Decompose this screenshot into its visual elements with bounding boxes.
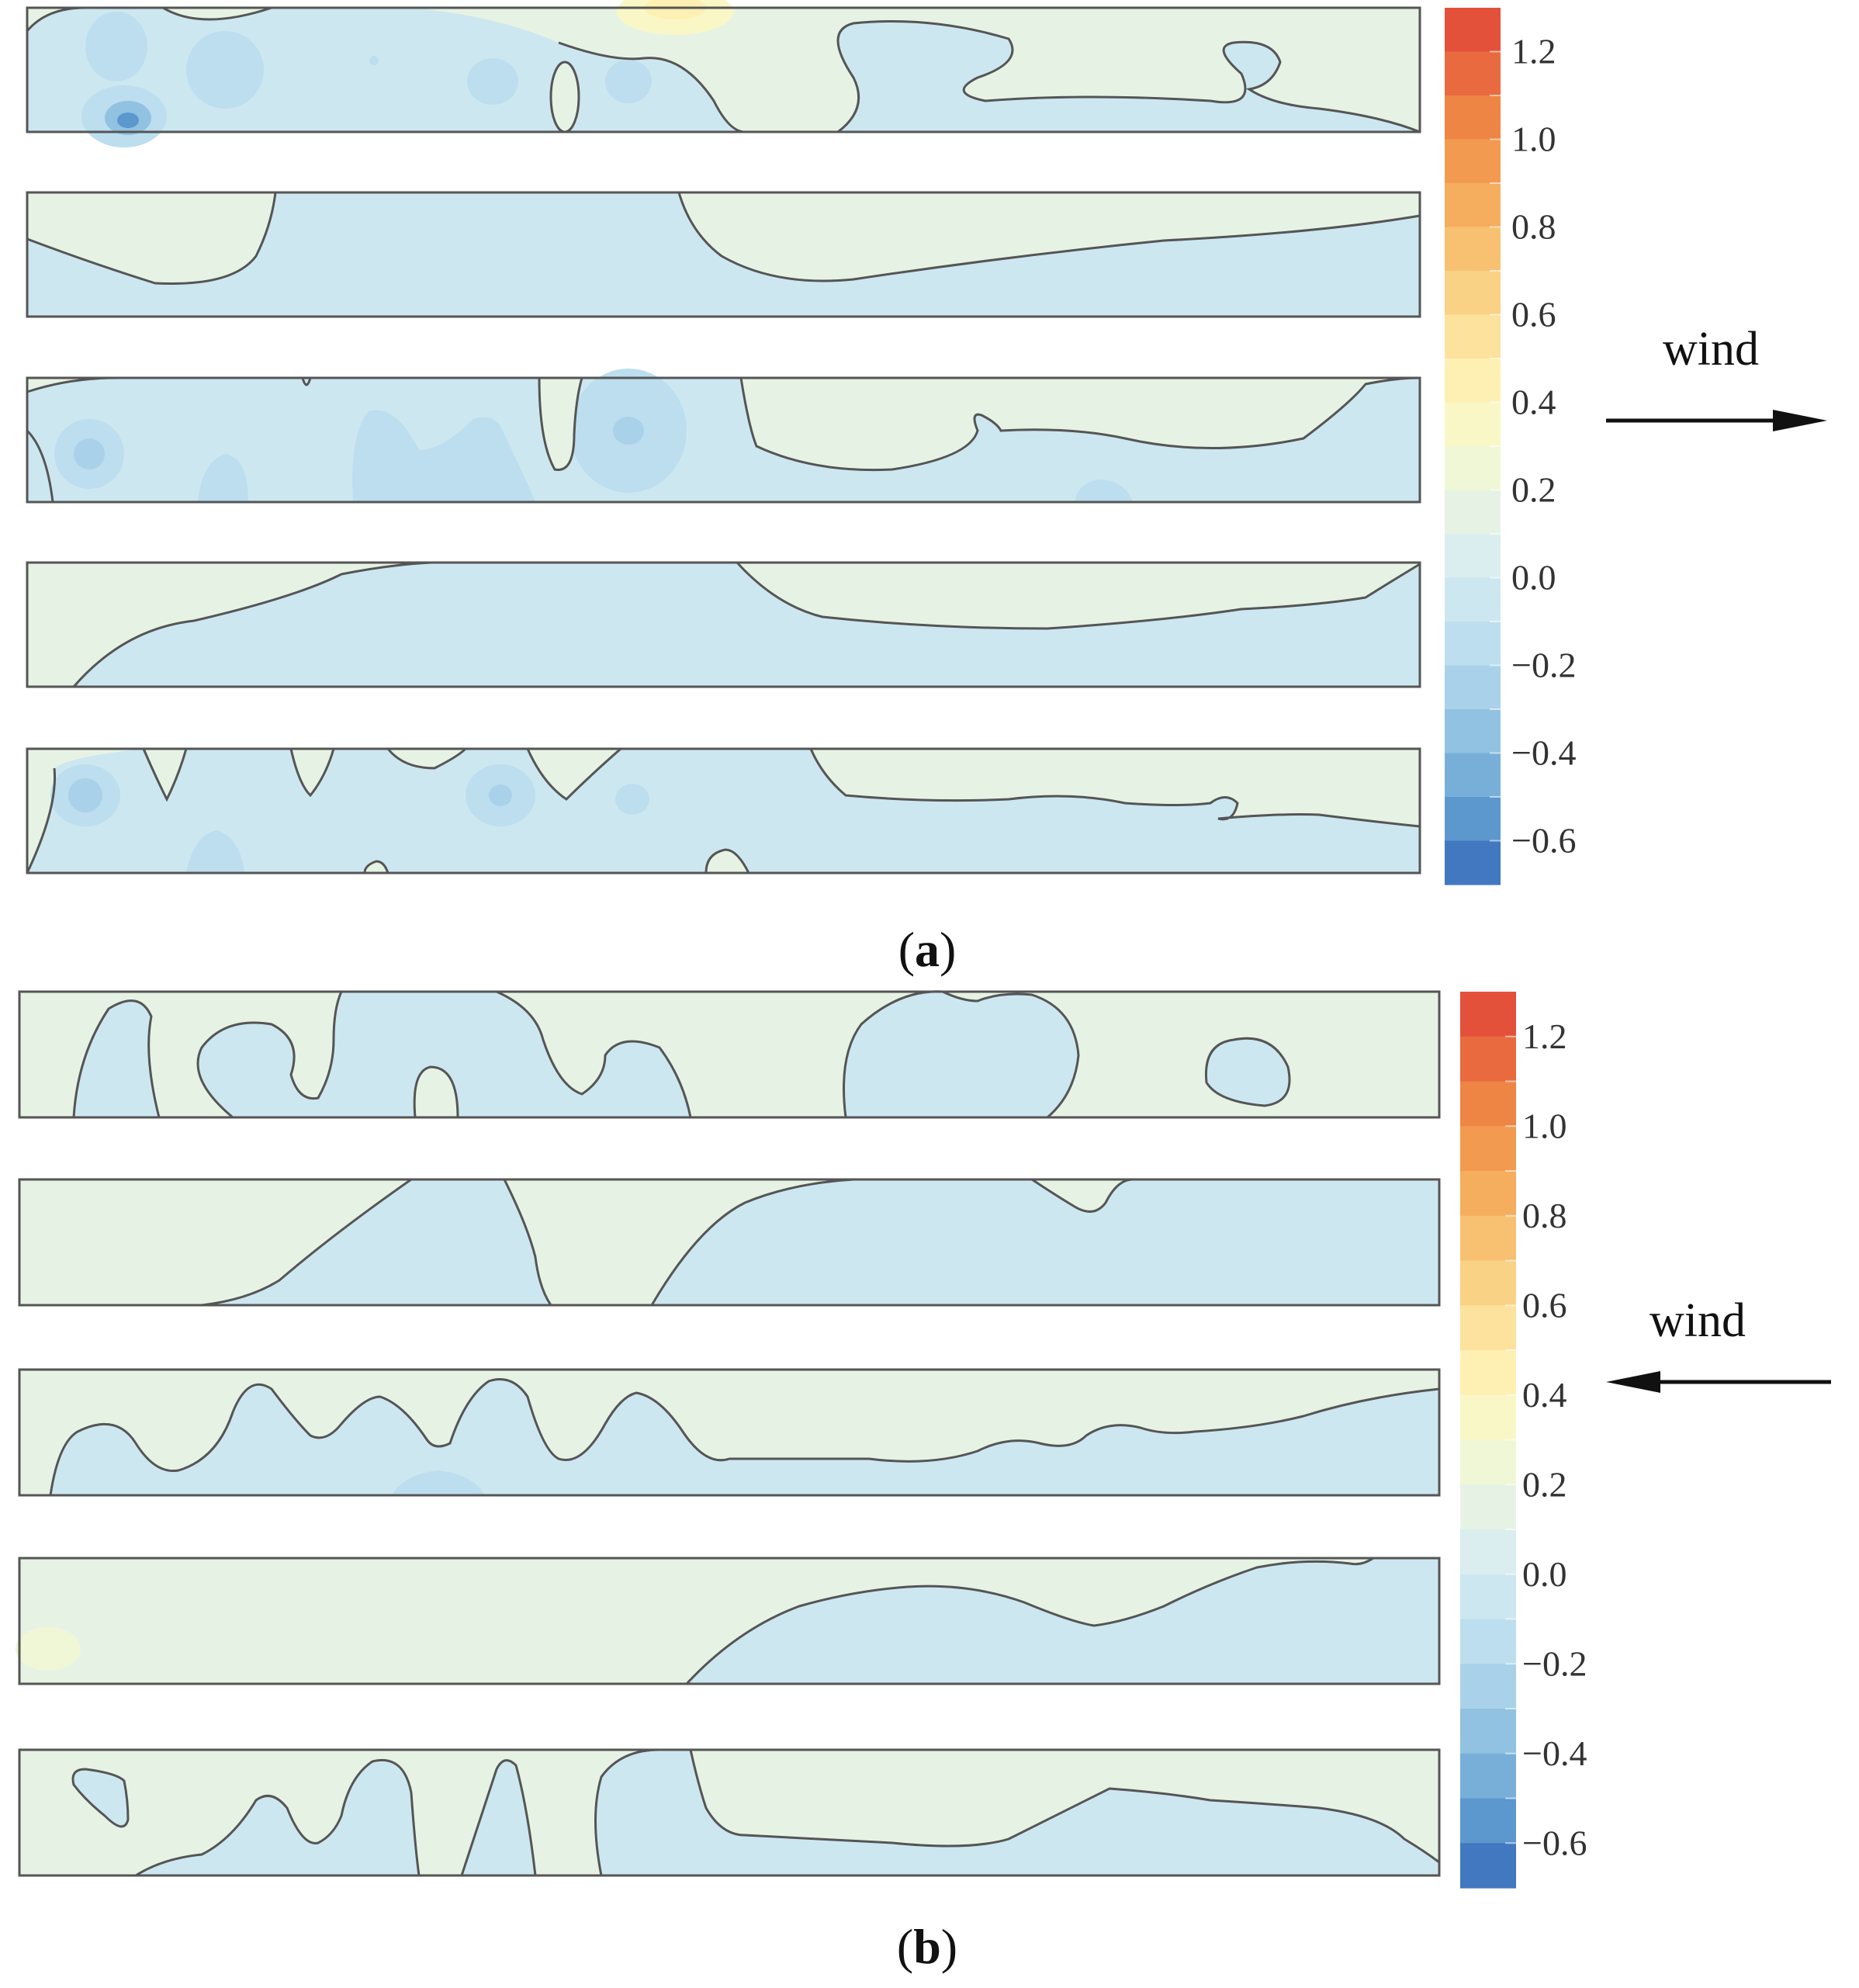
- panel-caption-b: (b): [897, 1919, 957, 1974]
- colorbar-band: [1445, 534, 1501, 579]
- panel-a: 1.2 1.0 0.8 0.6 0.4 0.2 0.0 −0.2 −0.4 −0.6 wind (…: [26, 0, 1827, 977]
- colorbar-band: [1460, 1215, 1516, 1262]
- colorbar-band: [1460, 1394, 1516, 1441]
- contour-strip-a4: [26, 561, 1421, 688]
- colorbar-tick-label: −0.4: [1522, 1733, 1587, 1773]
- colorbar-tick-label: −0.6: [1511, 821, 1576, 861]
- wind-indicator-a: wind: [1606, 323, 1827, 431]
- wind-indicator-b: wind: [1606, 1294, 1831, 1393]
- colorbar-band: [1445, 183, 1501, 228]
- wind-label-b: wind: [1650, 1294, 1746, 1347]
- colorbar-band: [1445, 665, 1501, 710]
- colorbar-band: [1460, 1798, 1516, 1844]
- colorbar-band: [1445, 622, 1501, 667]
- colorbar-band: [1460, 1709, 1516, 1754]
- wind-label-a: wind: [1663, 323, 1759, 376]
- colorbar-band: [1460, 1081, 1516, 1127]
- contour-strip-b2: [18, 1178, 1441, 1307]
- colorbar-band: [1460, 1843, 1516, 1889]
- colorbar-band: [1445, 8, 1501, 53]
- contour-strip-a2: [26, 191, 1421, 318]
- colorbar-band: [1460, 1171, 1516, 1217]
- colorbar-tick-label: −0.2: [1522, 1643, 1587, 1683]
- colorbar-tick-label: 0.2: [1511, 470, 1556, 510]
- panel-label-b: b: [913, 1919, 941, 1974]
- colorbar-band: [1445, 95, 1501, 140]
- colorbar-tick-label: −0.2: [1511, 646, 1576, 685]
- colorbar-band: [1445, 446, 1501, 491]
- colorbar-tick-label: −0.4: [1511, 733, 1576, 773]
- colorbar-band: [1460, 1753, 1516, 1799]
- colorbar-tick-label: 1.2: [1511, 32, 1556, 71]
- colorbar-band: [1445, 139, 1501, 184]
- colorbar-band: [1445, 51, 1501, 96]
- colorbar-band: [1445, 709, 1501, 754]
- contour-strip-b3: [18, 1368, 1441, 1497]
- colorbar-band: [1445, 753, 1501, 798]
- colorbar-band: [1460, 1664, 1516, 1709]
- colorbar-band: [1460, 1036, 1516, 1082]
- colorbar-band: [1460, 1619, 1516, 1664]
- colorbar-a: 1.2 1.0 0.8 0.6 0.4 0.2 0.0 −0.2 −0.4 −0.6: [1445, 8, 1576, 885]
- colorbar-band: [1460, 1529, 1516, 1575]
- colorbar-band: [1445, 402, 1501, 447]
- colorbar-band: [1460, 1126, 1516, 1172]
- colorbar-tick-label: −0.6: [1522, 1823, 1587, 1862]
- panel-b: 1.2 1.0 0.8 0.6 0.4 0.2 0.0 −0.2 −0.4 −0.6 wind (…: [16, 990, 1831, 1974]
- colorbar-tick-label: 1.0: [1511, 119, 1556, 159]
- colorbar-band: [1460, 1305, 1516, 1351]
- contour-strip-a3: [26, 369, 1421, 504]
- colorbar-tick-label: 0.4: [1511, 383, 1556, 422]
- colorbar-band: [1445, 271, 1501, 316]
- colorbar-tick-label: 0.8: [1511, 207, 1556, 247]
- contour-strip-b1: [18, 990, 1441, 1119]
- colorbar-b: 1.2 1.0 0.8 0.6 0.4 0.2 0.0 −0.2 −0.4 −0.6: [1460, 992, 1587, 1889]
- colorbar-band: [1445, 840, 1501, 885]
- colorbar-band: [1460, 1484, 1516, 1530]
- colorbar-band: [1460, 1439, 1516, 1485]
- colorbar-band: [1460, 992, 1516, 1037]
- colorbar-tick-label: 0.4: [1522, 1375, 1567, 1415]
- wind-arrowhead-a: [1773, 410, 1827, 431]
- panel-caption-a: (a): [898, 922, 957, 977]
- colorbar-tick-label: 1.0: [1522, 1106, 1567, 1145]
- contour-strip-b5: [18, 1748, 1441, 1877]
- colorbar-band: [1445, 797, 1501, 842]
- colorbar-tick-label: 1.2: [1522, 1017, 1567, 1056]
- panel-label-a: a: [915, 922, 940, 977]
- colorbar-tick-label: 0.2: [1522, 1464, 1567, 1504]
- colorbar-tick-label: 0.6: [1522, 1285, 1567, 1325]
- colorbar-band: [1445, 314, 1501, 359]
- colorbar-band: [1460, 1350, 1516, 1396]
- colorbar-tick-label: 0.0: [1522, 1554, 1567, 1594]
- colorbar-band: [1445, 358, 1501, 403]
- contour-strip-a5: [26, 747, 1421, 875]
- colorbar-band: [1460, 1574, 1516, 1620]
- colorbar-tick-label: 0.8: [1522, 1196, 1567, 1235]
- wind-arrowhead-b: [1606, 1371, 1660, 1393]
- colorbar-band: [1445, 490, 1501, 535]
- colorbar-band: [1460, 1260, 1516, 1306]
- contour-strip-a1: [26, 0, 1421, 147]
- colorbar-band: [1445, 577, 1501, 622]
- colorbar-band: [1445, 227, 1501, 272]
- colorbar-tick-label: 0.6: [1511, 295, 1556, 334]
- contour-strip-b4: [16, 1557, 1441, 1685]
- colorbar-tick-label: 0.0: [1511, 558, 1556, 597]
